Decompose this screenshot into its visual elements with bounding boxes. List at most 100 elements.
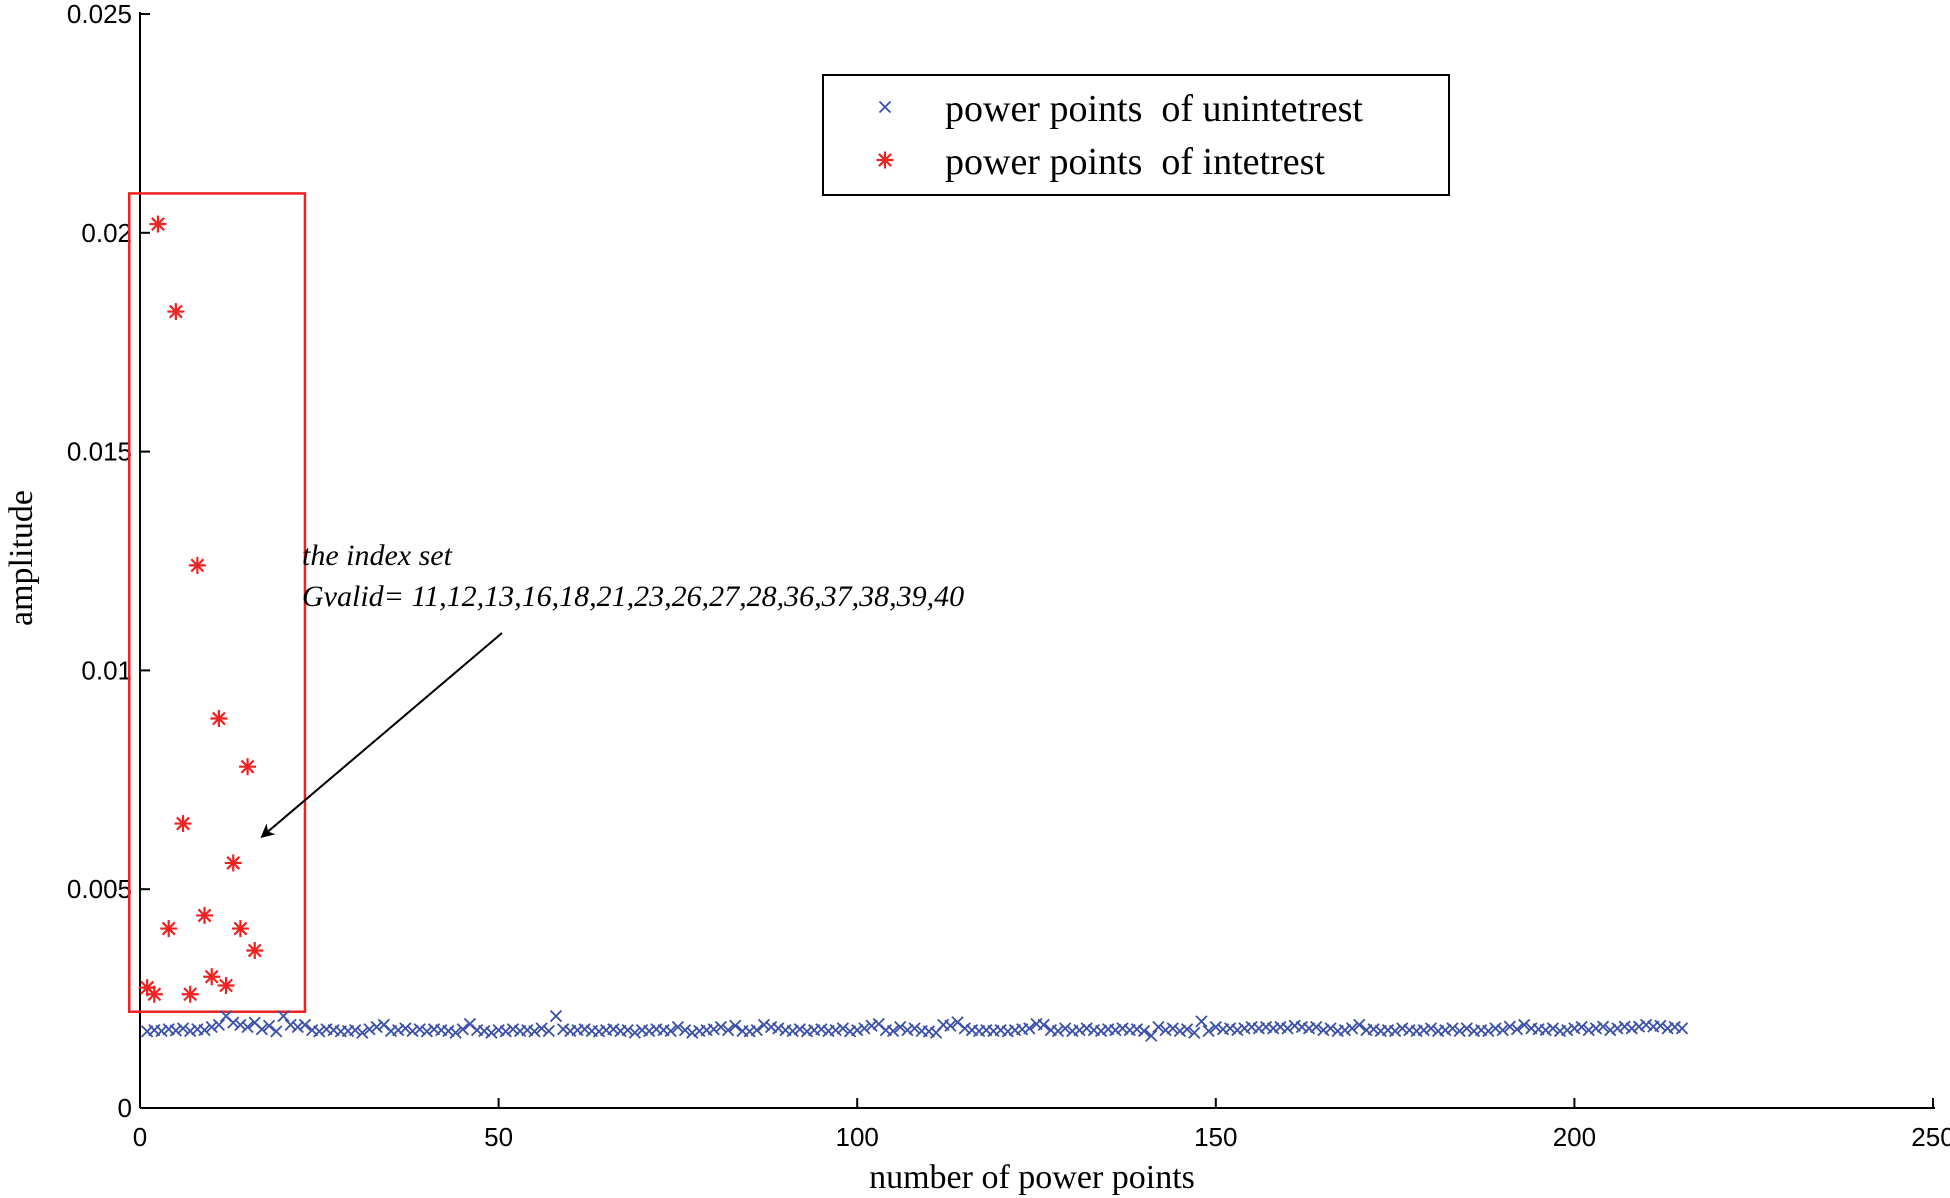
y-tick-label: 0.005: [67, 874, 132, 904]
data-point-x: [1109, 1023, 1122, 1037]
data-point-x: [1396, 1022, 1409, 1035]
data-point-x: [851, 1023, 864, 1037]
data-point-x: [399, 1022, 412, 1035]
data-point-x: [234, 1018, 247, 1031]
data-point-x: [1439, 1023, 1452, 1037]
data-point-x: [908, 1022, 921, 1035]
data-point-x: [1489, 1022, 1502, 1035]
x-axis-title: number of power points: [869, 1159, 1195, 1196]
data-point-x: [714, 1020, 728, 1034]
data-point-x: [356, 1026, 369, 1039]
x-tick-label: 50: [484, 1122, 513, 1152]
legend-x-glyph: [878, 100, 892, 114]
data-point-x: [1116, 1022, 1129, 1035]
data-point-x: [1625, 1022, 1638, 1035]
data-point-x: [169, 1024, 182, 1037]
data-point-x: [1023, 1022, 1036, 1035]
x-tick-label: 250: [1911, 1122, 1950, 1152]
data-point-x: [528, 1025, 541, 1038]
data-point-x: [1482, 1024, 1495, 1038]
data-point-x: [1604, 1023, 1617, 1037]
data-point-x: [406, 1024, 419, 1038]
data-point-star: [145, 985, 163, 1003]
data-point-x: [829, 1023, 842, 1037]
data-point-x: [1338, 1023, 1352, 1037]
data-point-x: [1317, 1023, 1330, 1037]
data-point-x: [270, 1025, 283, 1038]
annotation-arrow: [260, 632, 503, 838]
data-point-x: [1675, 1022, 1689, 1035]
x-tick-label: 0: [133, 1122, 147, 1152]
data-point-x: [836, 1022, 849, 1035]
legend-label-intetrest: power points of intetrest: [945, 141, 1325, 183]
data-point-x: [750, 1023, 763, 1037]
data-point-x: [686, 1026, 699, 1039]
data-point-x: [1388, 1024, 1402, 1038]
legend-box: [822, 74, 1450, 196]
data-point-star: [217, 976, 235, 994]
data-point-x: [1073, 1023, 1086, 1037]
data-point-x: [894, 1020, 907, 1034]
data-point-x: [1202, 1024, 1215, 1038]
data-point-x: [1611, 1022, 1624, 1035]
y-axis-title: amplitude: [3, 490, 40, 626]
data-point-x: [786, 1024, 799, 1038]
data-point-x: [1231, 1023, 1244, 1037]
data-point-x: [212, 1018, 226, 1031]
data-point-x: [664, 1024, 677, 1038]
data-point-x: [1417, 1023, 1430, 1037]
data-point-x: [1145, 1029, 1158, 1042]
data-point-x: [1367, 1023, 1380, 1036]
data-point-x: [865, 1019, 878, 1032]
data-point-x: [628, 1026, 642, 1039]
data-point-x: [1080, 1022, 1093, 1035]
data-point-star: [210, 710, 228, 728]
data-point-x: [1575, 1020, 1588, 1034]
data-point-x: [678, 1023, 692, 1037]
data-point-x: [313, 1025, 326, 1038]
data-point-x: [757, 1018, 771, 1031]
data-point-x: [1051, 1024, 1065, 1038]
data-point-x: [442, 1024, 455, 1038]
y-ticks: 0 0.005 0.01 0.015 0.02 0.025: [67, 0, 150, 1123]
data-point-x: [1180, 1023, 1194, 1036]
data-point-x: [958, 1022, 971, 1035]
data-point-star: [246, 941, 264, 959]
data-point-x: [456, 1023, 469, 1036]
data-point-x: [1424, 1022, 1438, 1035]
data-point-x: [1503, 1020, 1516, 1033]
data-point-x: [1059, 1022, 1072, 1035]
data-point-x: [291, 1020, 304, 1034]
data-point-x: [1173, 1024, 1187, 1038]
data-point-x: [1195, 1015, 1208, 1028]
data-point-x: [1130, 1023, 1144, 1036]
data-point-x: [349, 1023, 362, 1037]
data-point-x: [1510, 1023, 1524, 1036]
data-point-x: [1546, 1022, 1560, 1035]
data-point-x: [363, 1023, 376, 1036]
annotation: the index set Gvalid= 11,12,13,16,18,21,…: [260, 539, 964, 838]
data-point-x: [1561, 1023, 1574, 1037]
y-tick-label: 0.01: [81, 655, 132, 685]
data-point-x: [1639, 1018, 1653, 1031]
data-point-x: [241, 1020, 254, 1034]
data-point-star: [149, 215, 167, 233]
data-point-x: [707, 1023, 720, 1036]
data-point-star: [196, 906, 214, 924]
data-point-x: [1460, 1022, 1473, 1035]
data-point-x: [449, 1026, 462, 1039]
data-point-x: [155, 1024, 168, 1038]
data-point-x: [671, 1020, 685, 1034]
data-point-x: [1037, 1018, 1050, 1031]
data-point-x: [535, 1022, 548, 1035]
series-intetrest: [138, 215, 264, 1003]
data-point-x: [621, 1023, 634, 1037]
data-point-x: [578, 1023, 591, 1036]
legend: power points of unintetrest power points…: [822, 74, 1450, 196]
data-point-x: [721, 1023, 735, 1037]
data-point-star: [188, 556, 206, 574]
data-point-x: [1582, 1023, 1595, 1037]
x-ticks: 0 50 100 150 200 250: [133, 1098, 1950, 1152]
data-point-x: [1453, 1024, 1466, 1038]
